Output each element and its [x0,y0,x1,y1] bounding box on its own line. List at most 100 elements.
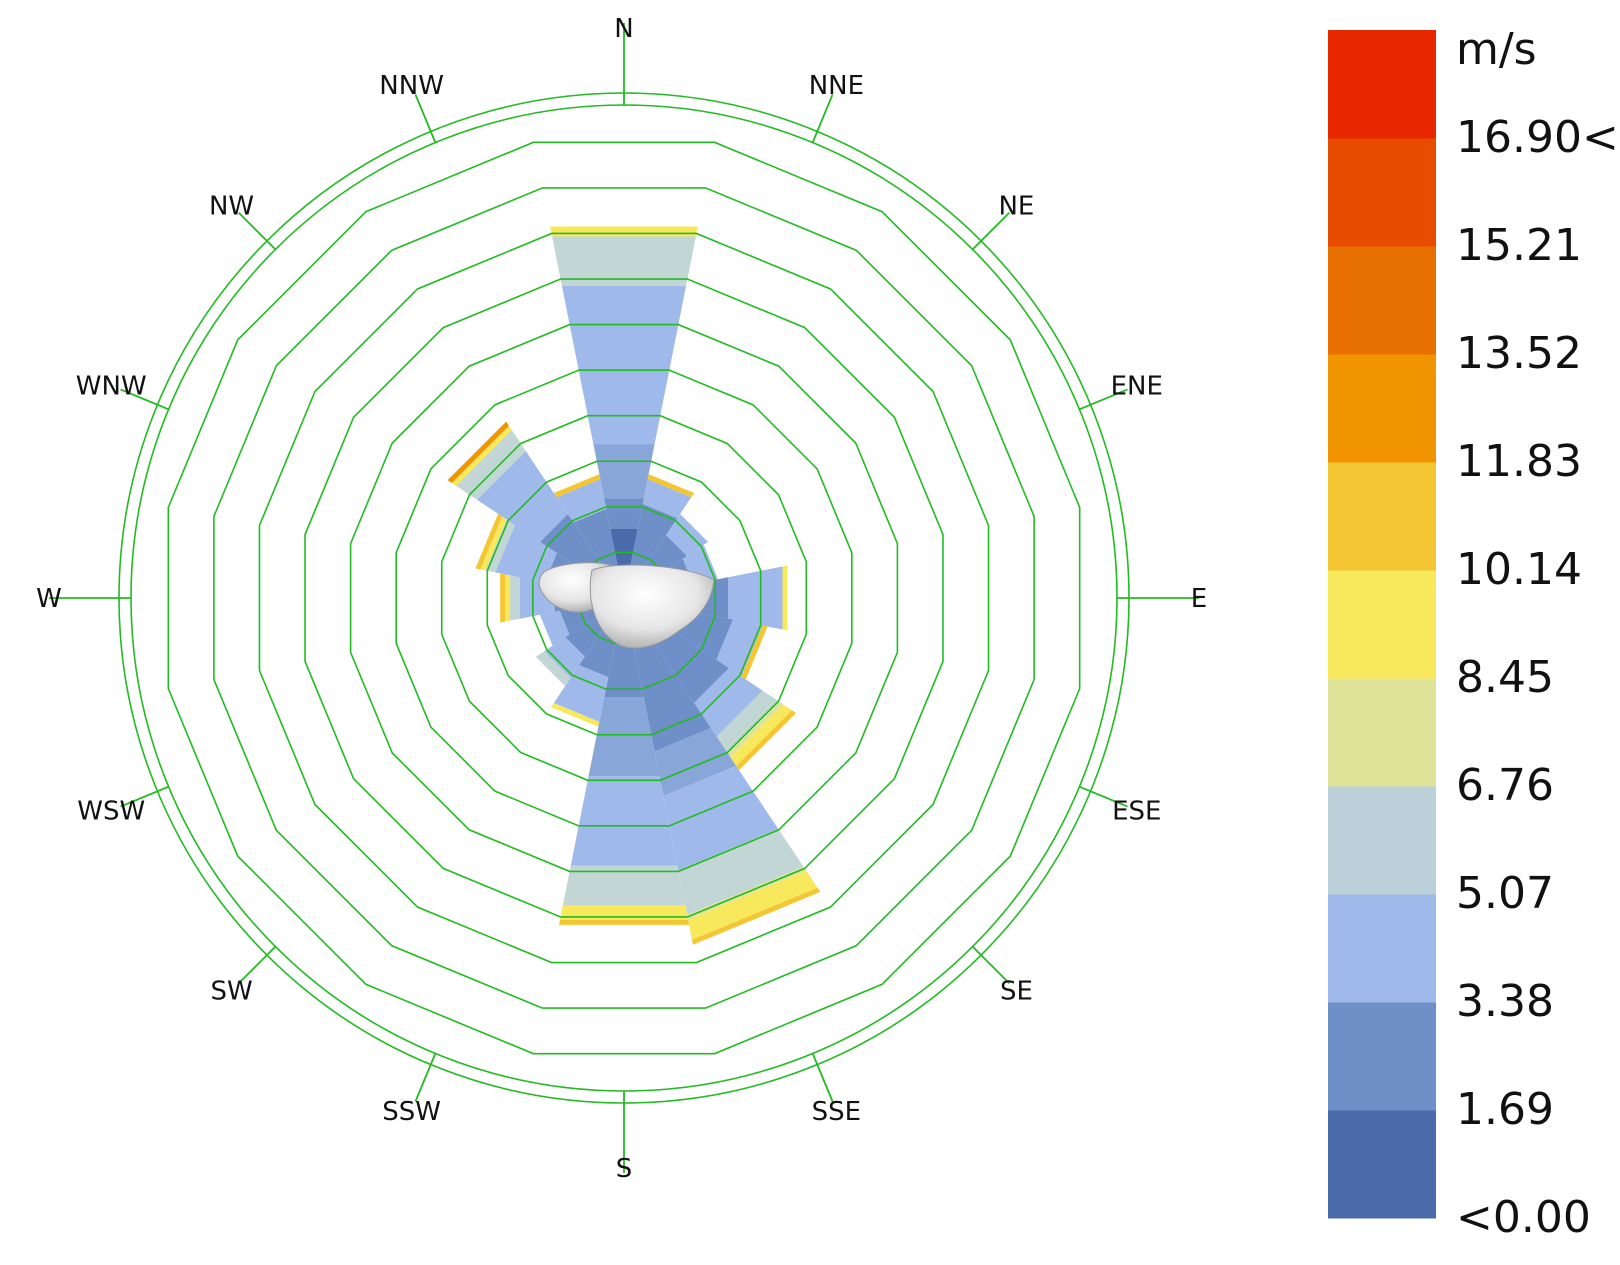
sector-w-band-3 [505,574,511,622]
sector-e-band-2 [782,565,788,631]
legend-swatch-6 [1328,462,1436,571]
legend-bin-label: 5.07 [1456,868,1554,919]
center-building-shape [538,562,715,649]
direction-label-wnw: WNW [76,372,147,402]
sector-ese-band-2 [741,625,768,680]
direction-label-s: S [616,1154,633,1184]
direction-label-e: E [1191,584,1207,614]
legend-bin-label: 10.14 [1456,544,1582,595]
legend-swatch-1 [1328,1002,1436,1111]
sector-s-band-6 [558,919,690,925]
tick-nnw [414,94,437,143]
legend-swatch-4 [1328,678,1436,787]
direction-label-nne: NNE [809,71,864,101]
legend-bin-label: 11.83 [1456,436,1582,487]
sector-e-band-1 [728,566,783,630]
sector-se-band-1 [694,668,763,737]
sector-s-band-1 [604,642,644,698]
direction-label-ne: NE [998,192,1034,222]
legend-swatch-3 [1328,786,1436,895]
sector-nw-band-4 [447,421,509,483]
sector-ne-band-1 [666,514,708,556]
legend-bin-label: 16.90< [1456,112,1619,163]
tick-wnw [120,388,169,411]
sector-nw-band-3 [451,425,512,486]
sector-sse-band-1 [654,728,737,797]
building-shape-right [589,564,715,649]
direction-label-w: W [36,584,62,614]
sector-n-band-1 [604,498,644,529]
tick-ene [1079,388,1128,411]
tick-nw [237,211,277,251]
tick-se [971,945,1011,985]
sector-ese-band-1 [716,619,763,677]
sector-w-band-4 [500,573,506,623]
direction-label-wsw: WSW [77,796,145,826]
sector-nw-band-2 [456,430,526,500]
tick-sse [811,1053,834,1102]
grid-ring [167,141,1081,1055]
direction-label-ene: ENE [1111,372,1163,402]
grid-ring [440,414,808,782]
direction-label-sse: SSE [812,1097,861,1127]
sector-wnw-band-1 [495,525,557,583]
legend-bin-label: 13.52 [1456,328,1582,379]
sector-se-band-4 [730,704,792,766]
tick-nne [811,94,834,143]
grid-ring [486,460,762,736]
sector-nnw-band-2 [553,474,601,498]
grid-ring [304,278,944,918]
sector-n-band-4 [561,285,687,341]
sector-n-band-5 [552,236,696,286]
sector-ssw-band-2 [551,702,600,727]
legend-swatch-10 [1328,30,1436,139]
legend-bin-label: 15.21 [1456,220,1582,271]
direction-label-nnw: NNW [379,71,444,101]
grid-ring [213,187,1035,1009]
sector-sw-band-1 [544,637,585,678]
sector-n-band-6 [550,226,698,237]
legend-bin-label: 6.76 [1456,760,1554,811]
tick-ne [971,211,1011,251]
sector-ssw-band-1 [553,665,609,722]
tick-wsw [120,785,169,808]
legend-bin-label: 8.45 [1456,652,1554,703]
sector-n-band-2 [593,444,655,499]
legend-swatch-2 [1328,894,1436,1003]
sector-sse-band-6 [691,887,821,945]
direction-label-ese: ESE [1112,796,1161,826]
direction-label-se: SE [1000,976,1033,1006]
sector-sse-band-5 [688,870,818,940]
sector-nne-band-2 [647,474,695,498]
sector-se-band-5 [736,710,797,771]
color-legend: m/s <0.00 1.69 3.38 5.07 6.76 8.45 10.14 11.83 13… [1328,24,1619,1243]
sector-s-band-3 [570,776,678,866]
sector-s-band-4 [562,865,686,906]
sector-wnw-band-4 [475,513,503,570]
sector-wnw-band-3 [480,516,507,571]
sector-nw-band-1 [477,451,568,542]
sector-wsw-band-1 [539,610,570,646]
tick-ssw [414,1053,437,1102]
direction-label-nw: NW [209,192,254,222]
grid-ring [395,369,853,827]
legend-swatch-8 [1328,246,1436,355]
sector-se-band-2 [716,690,780,754]
legend-unit-label: m/s [1456,24,1537,75]
direction-label-n: N [614,14,633,44]
sector-w-band-2 [510,575,520,621]
tick-ese [1079,785,1128,808]
direction-label-sw: SW [210,976,252,1006]
legend-bin-label: <0.00 [1456,1192,1591,1243]
sector-nne-band-1 [642,479,692,519]
legend-bin-label: 1.69 [1456,1084,1554,1135]
legend-swatch-9 [1328,138,1436,247]
grid-ring [258,232,990,964]
legend-bin-label: 3.38 [1456,976,1554,1027]
sector-sse-band-3 [678,828,804,915]
sector-se-band-3 [727,701,784,758]
legend-swatch-0 [1328,1110,1436,1219]
sector-s-band-2 [588,697,660,777]
direction-label-ssw: SSW [382,1097,441,1127]
